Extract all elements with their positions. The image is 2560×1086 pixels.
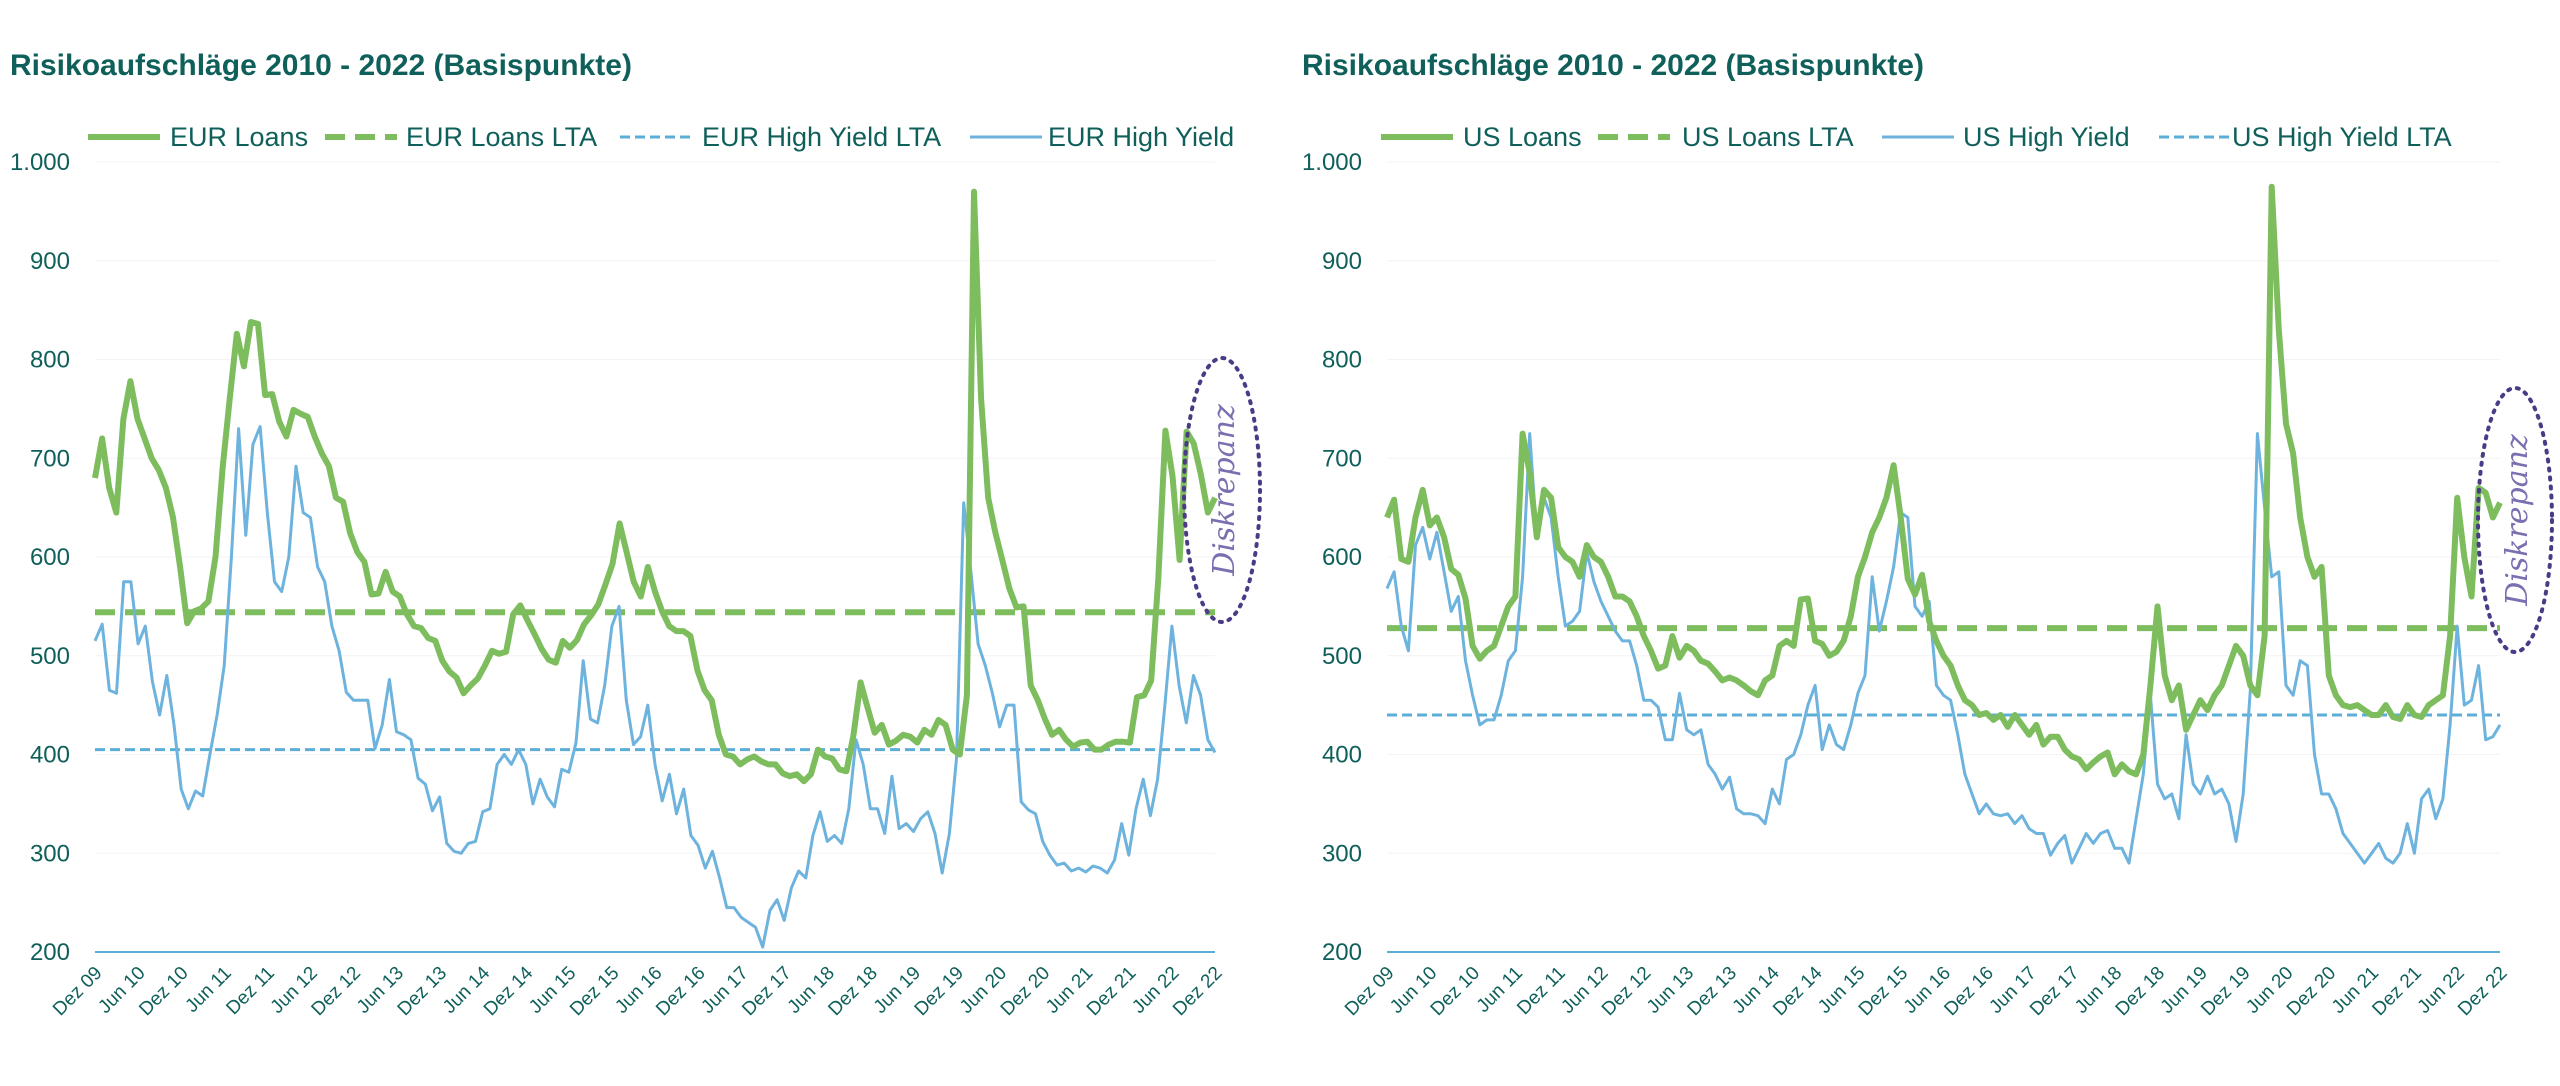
x-tick-label: Dez 16 [1940,963,1997,1020]
chart-panel-us: Risikoaufschläge 2010 - 2022 (Basispunkt… [1302,49,2554,1020]
y-tick-label: 600 [1322,544,1362,571]
x-tick-label: Dez 19 [2197,963,2254,1020]
x-tick-label: Dez 20 [2283,963,2340,1020]
y-tick-label: 200 [30,939,70,966]
x-tick-label: Dez 17 [738,963,795,1020]
discrepancy-ellipse [1182,356,1262,624]
y-tick-label: 900 [1322,248,1362,275]
legend-label: US High Yield LTA [2232,122,2452,152]
chart-title: Risikoaufschläge 2010 - 2022 (Basispunkt… [10,49,632,82]
x-tick-label: Dez 14 [480,962,538,1020]
x-tick-label: Dez 21 [2369,963,2426,1020]
x-tick-label: Dez 15 [1855,963,1912,1020]
y-tick-label: 700 [1322,445,1362,472]
legend-label: US Loans LTA [1682,122,1854,152]
legend-label: EUR Loans LTA [406,122,597,152]
x-tick-label: Dez 10 [135,963,192,1020]
annotation-label: Diskrepanz [1207,404,1242,577]
x-tick-label: Dez 12 [1598,963,1655,1020]
x-tick-label: Dez 13 [394,963,451,1020]
series-eur-loans [92,188,1218,785]
y-tick-label: 300 [1322,840,1362,867]
x-tick-label: Dez 18 [2112,963,2169,1020]
x-tick-label: Dez 16 [652,963,709,1020]
legend-label: EUR High Yield LTA [702,122,941,152]
y-tick-label: 400 [1322,742,1362,769]
x-tick-label: Dez 09 [1341,963,1398,1020]
x-tick-label: Dez 13 [1684,963,1741,1020]
x-tick-label: Dez 11 [222,963,278,1019]
x-tick-label: Dez 15 [566,963,623,1020]
y-tick-label: 400 [30,742,70,769]
y-tick-label: 500 [30,643,70,670]
x-tick-label: Dez 14 [1769,962,1827,1020]
y-tick-label: 800 [1322,347,1362,374]
x-tick-label: Dez 22 [1169,963,1226,1020]
x-tick-label: Dez 10 [1427,963,1484,1020]
legend-label: US High Yield [1963,122,2130,152]
x-tick-label: Dez 09 [49,963,106,1020]
series-us-high-yield [1385,432,2502,865]
series-us-loans [1384,183,2503,778]
y-tick-label: 500 [1322,643,1362,670]
y-tick-label: 1.000 [10,149,70,176]
y-tick-label: 700 [30,445,70,472]
x-tick-label: Dez 20 [997,963,1054,1020]
chart-title: Risikoaufschläge 2010 - 2022 (Basispunkt… [1302,49,1924,82]
y-tick-label: 800 [30,347,70,374]
legend-label: EUR Loans [170,122,308,152]
series-eur-high-yield [93,425,1217,949]
x-tick-label: Dez 11 [1513,963,1569,1019]
x-tick-label: Dez 18 [825,963,882,1020]
legend-label: US Loans [1463,122,1582,152]
y-tick-label: 200 [1322,939,1362,966]
x-tick-label: Dez 17 [2026,963,2083,1020]
y-tick-label: 900 [30,248,70,275]
x-tick-label: Dez 22 [2454,963,2511,1020]
x-tick-label: Dez 12 [308,963,365,1020]
x-tick-label: Dez 19 [911,963,968,1020]
y-tick-label: 300 [30,840,70,867]
y-tick-label: 600 [30,544,70,571]
y-tick-label: 1.000 [1302,149,1362,176]
legend-label: EUR High Yield [1048,122,1234,152]
discrepancy-ellipse [2476,386,2554,654]
annotation-label: Diskrepanz [2500,434,2535,607]
chart-panel-eur: Risikoaufschläge 2010 - 2022 (Basispunkt… [10,49,1262,1020]
x-tick-label: Dez 21 [1083,963,1140,1020]
